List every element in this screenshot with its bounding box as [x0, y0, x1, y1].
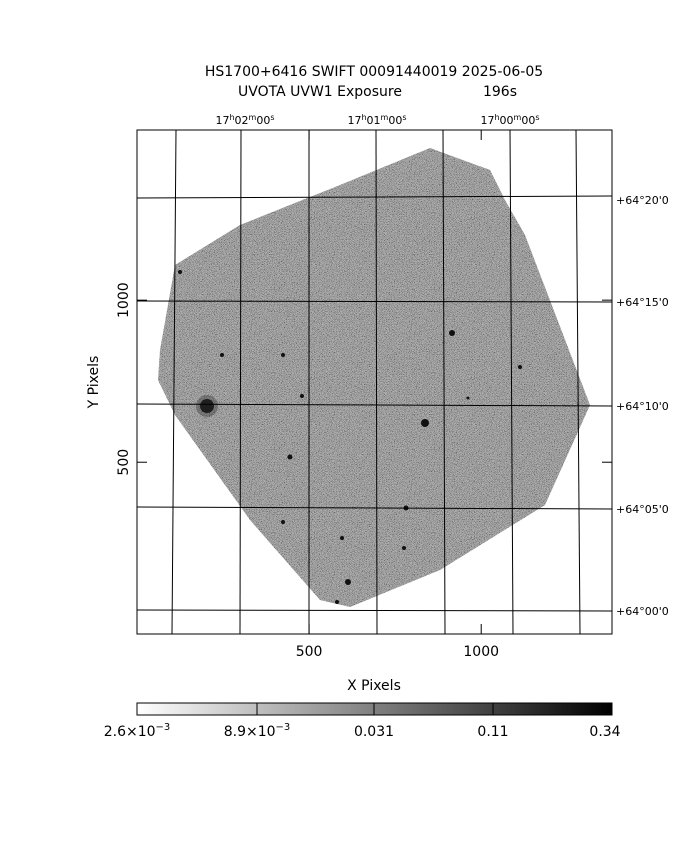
colorbar-ticks	[256, 703, 494, 715]
y-tick-label: 500	[116, 449, 132, 476]
x-tick-label: 1000	[463, 644, 499, 660]
dec-label: +64°20'0	[616, 194, 669, 207]
colorbar-label-part: 0.031	[354, 724, 394, 740]
ra-label-part: 01	[367, 114, 381, 127]
ra-label: 17h01m00s	[347, 113, 406, 127]
ra-label-part: 00	[388, 114, 402, 127]
ra-label-part: s	[535, 113, 539, 122]
ra-label-part: s	[402, 113, 406, 122]
ra-label-part: m	[381, 113, 389, 122]
exposure: 196s	[483, 84, 517, 100]
sky-image	[158, 148, 590, 607]
ra-label-part: h	[494, 113, 499, 122]
colorbar-label-part: −3	[156, 722, 171, 733]
ra-label-part: 17	[480, 114, 494, 127]
ra-label-part: 02	[235, 114, 249, 127]
colorbar-label-part: −3	[276, 722, 291, 733]
y-axis-label: Y Pixels	[86, 356, 102, 410]
ra-label-part: 00	[256, 114, 270, 127]
ra-label-part: 00	[500, 114, 514, 127]
plot-frame	[136, 129, 613, 635]
coordinate-grid	[136, 129, 613, 635]
colorbar-label: 2.6×10−3	[104, 722, 171, 740]
y-tick-label: 1000	[116, 282, 132, 318]
colorbar-label-part: 0.11	[477, 724, 508, 740]
dec-label: +64°10'0	[616, 400, 669, 413]
dec-label: +64°05'0	[616, 503, 669, 516]
x-tick-label: 500	[296, 644, 323, 660]
ra-label-part: s	[270, 113, 274, 122]
ra-label-part: 00	[521, 114, 535, 127]
title: HS1700+6416 SWIFT 00091440019 2025-06-05	[205, 64, 543, 80]
dec-label: +64°00'0	[616, 605, 669, 618]
dec-label: +64°15'0	[616, 296, 669, 309]
colorbar-label: 0.34	[589, 724, 620, 740]
subtitle: UVOTA UVW1 Exposure	[238, 84, 402, 100]
ra-label-part: m	[249, 113, 257, 122]
ra-label-part: 17	[215, 114, 229, 127]
colorbar-label: 8.9×10−3	[224, 722, 291, 740]
colorbar-label-part: 0.34	[589, 724, 620, 740]
ra-label-part: h	[361, 113, 366, 122]
ra-label: 17h02m00s	[215, 113, 274, 127]
ra-label-part: h	[229, 113, 234, 122]
ra-label-part: 17	[347, 114, 361, 127]
x-axis-label: X Pixels	[347, 678, 401, 694]
colorbar-label-part: 8.9×10	[224, 724, 276, 740]
colorbar-label: 0.031	[354, 724, 394, 740]
ra-label-part: m	[514, 113, 522, 122]
colorbar-label-part: 2.6×10	[104, 724, 156, 740]
colorbar-label: 0.11	[477, 724, 508, 740]
sources	[178, 270, 522, 604]
ra-label: 17h00m00s	[480, 113, 539, 127]
